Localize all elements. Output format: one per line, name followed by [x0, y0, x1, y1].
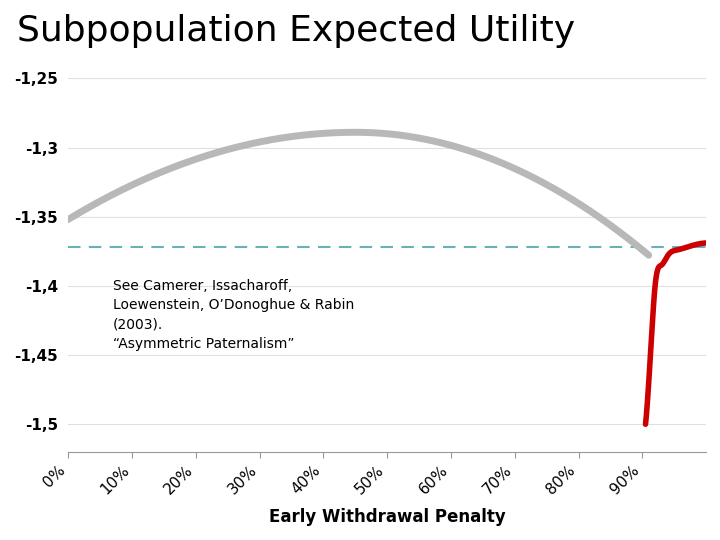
Text: Subpopulation Expected Utility: Subpopulation Expected Utility [17, 14, 575, 48]
Text: See Camerer, Issacharoff,
Loewenstein, O’Donoghue & Rabin
(2003).
“Asymmetric Pa: See Camerer, Issacharoff, Loewenstein, O… [113, 279, 354, 352]
X-axis label: Early Withdrawal Penalty: Early Withdrawal Penalty [269, 508, 505, 526]
